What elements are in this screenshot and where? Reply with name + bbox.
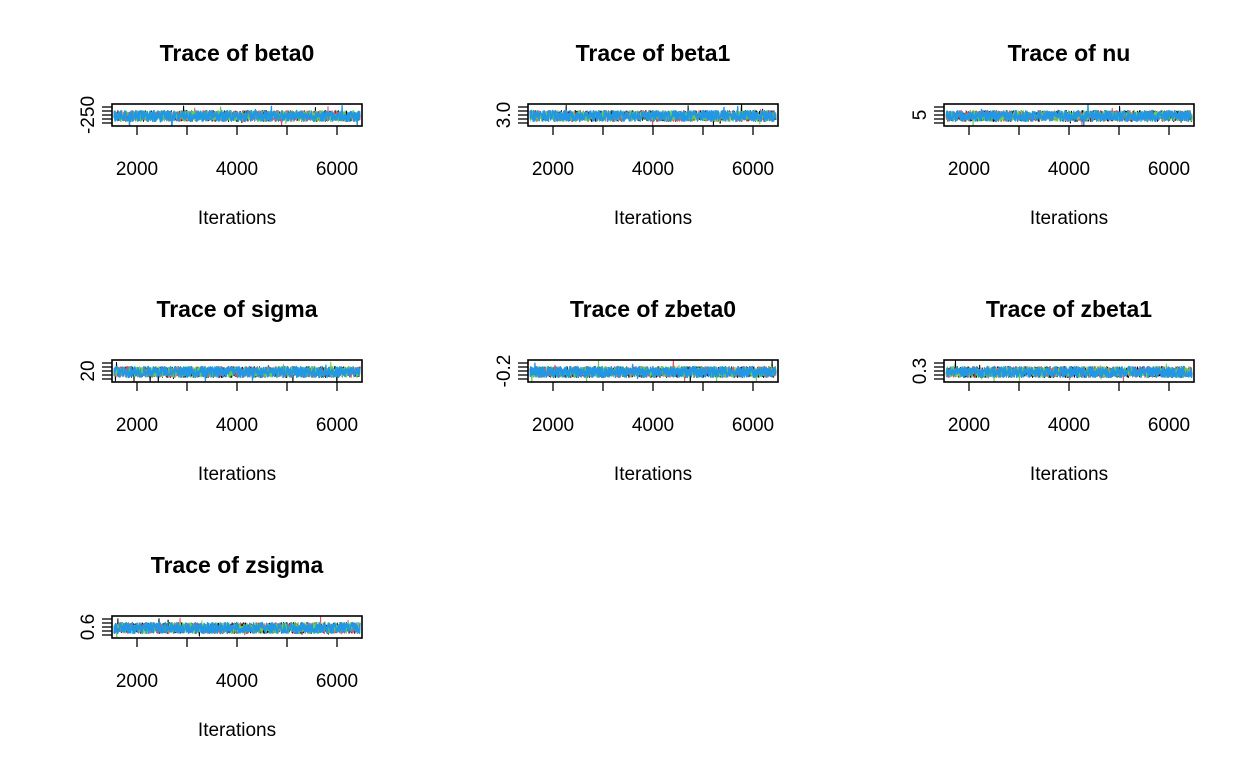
x-tick-label: 4000 (216, 671, 258, 692)
panel-title: Trace of zbeta0 (570, 296, 736, 322)
x-tick-label: 2000 (532, 159, 574, 180)
y-tick-label: 3.0 (494, 102, 515, 128)
trace-panel: Trace of zsigma Iterations 2000 4000 6000 0.6 (78, 552, 363, 741)
trace-panel: Trace of zbeta0 Iterations 2000 4000 6000 -0.… (494, 296, 779, 485)
trace-panel: Trace of nu Iterations 2000 4000 6000 5 (910, 40, 1195, 229)
x-tick-label: 2000 (116, 671, 158, 692)
x-tick-label: 6000 (316, 415, 358, 436)
chain-4-line (529, 105, 777, 123)
chain-4-line (113, 621, 361, 635)
trace-panel: Trace of sigma Iterations 2000 4000 6000 20 (78, 296, 363, 485)
panel-title: Trace of zbeta1 (986, 296, 1152, 322)
x-axis-label: Iterations (1030, 464, 1108, 485)
x-axis-label: Iterations (614, 208, 692, 229)
chain-4-line (113, 105, 361, 126)
x-tick-label: 2000 (532, 415, 574, 436)
chain-4-line (945, 104, 1193, 126)
y-tick-label: 5 (910, 110, 931, 121)
x-axis-label: Iterations (198, 464, 276, 485)
panel-title: Trace of beta0 (160, 40, 315, 66)
chain-4-line (113, 364, 361, 382)
y-tick-label: 0.3 (910, 358, 931, 384)
x-tick-label: 6000 (316, 671, 358, 692)
trace-panel: Trace of beta1 Iterations 2000 4000 6000 3.0 (494, 40, 779, 229)
trace-lines (113, 361, 361, 382)
panel-title: Trace of nu (1008, 40, 1131, 66)
x-tick-label: 4000 (1048, 415, 1090, 436)
trace-lines (945, 360, 1193, 382)
x-tick-label: 6000 (316, 159, 358, 180)
x-tick-label: 2000 (116, 415, 158, 436)
x-tick-label: 4000 (216, 159, 258, 180)
trace-lines (529, 360, 777, 382)
x-axis-label: Iterations (1030, 208, 1108, 229)
trace-lines (945, 104, 1193, 126)
trace-lines (113, 616, 361, 638)
x-axis-label: Iterations (198, 720, 276, 741)
x-axis-label: Iterations (198, 208, 276, 229)
panel-title: Trace of zsigma (151, 552, 324, 578)
x-tick-label: 2000 (116, 159, 158, 180)
y-tick-label: 20 (78, 360, 99, 381)
x-tick-label: 6000 (1148, 415, 1190, 436)
trace-panel: Trace of beta0 Iterations 2000 4000 6000 -250 (78, 40, 363, 229)
chain-4-line (529, 362, 777, 380)
trace-lines (529, 104, 777, 126)
x-tick-label: 2000 (948, 415, 990, 436)
chain-4-line (945, 365, 1193, 379)
panel-title: Trace of sigma (156, 296, 317, 322)
x-axis-label: Iterations (614, 464, 692, 485)
y-tick-label: 0.6 (78, 614, 99, 640)
trace-lines (113, 105, 361, 126)
x-tick-label: 4000 (216, 415, 258, 436)
x-tick-label: 4000 (632, 159, 674, 180)
x-tick-label: 6000 (732, 159, 774, 180)
x-tick-label: 6000 (732, 415, 774, 436)
x-tick-label: 4000 (1048, 159, 1090, 180)
x-tick-label: 6000 (1148, 159, 1190, 180)
x-tick-label: 2000 (948, 159, 990, 180)
trace-panel: Trace of zbeta1 Iterations 2000 4000 6000 0.3 (910, 296, 1195, 485)
y-tick-label: -0.2 (494, 355, 515, 388)
x-tick-label: 4000 (632, 415, 674, 436)
panel-title: Trace of beta1 (576, 40, 731, 66)
y-tick-label: -250 (78, 96, 99, 134)
